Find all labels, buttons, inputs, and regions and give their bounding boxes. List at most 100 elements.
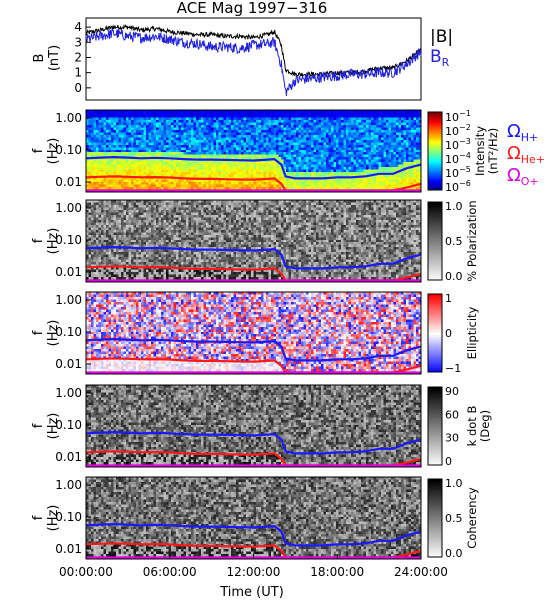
spectrogram-cell [213, 152, 217, 156]
spectrogram-cell [393, 142, 397, 146]
spectrogram-cell [178, 132, 182, 136]
spectrogram-cell [311, 154, 314, 158]
spectrogram-cell [213, 144, 217, 148]
spectrogram-cell [313, 147, 317, 151]
spectrogram-cell [156, 122, 159, 126]
spectrogram-cell [193, 147, 197, 151]
spectrogram-cell [116, 132, 119, 136]
spectrogram-cell [396, 110, 399, 113]
spectrogram-cell [103, 157, 107, 160]
spectrogram-cell [106, 277, 109, 280]
spectrogram-cell [131, 179, 134, 183]
spectrogram-cell [303, 182, 307, 185]
spectrogram-cell [403, 124, 407, 128]
spectrogram-cell [136, 187, 139, 190]
spectrogram-cell [308, 184, 312, 188]
spectrogram-cell [221, 147, 224, 151]
spectrogram-cell [311, 149, 314, 153]
spectrogram-cell [118, 134, 122, 138]
spectrogram-cell [308, 147, 312, 151]
spectrogram-cell [108, 177, 112, 180]
spectrogram-cell [393, 139, 397, 143]
spectrogram-cell [101, 112, 104, 116]
spectrogram-cell [118, 182, 122, 185]
spectrogram-cell [171, 142, 174, 146]
spectrogram-cell [291, 147, 294, 151]
spectrogram-cell [211, 124, 214, 128]
spectrogram-cell [416, 152, 419, 156]
spectrogram-cell [168, 154, 172, 158]
spectrogram-cell [93, 267, 97, 270]
spectrogram-cell [348, 122, 352, 126]
spectrogram-cell [403, 112, 407, 116]
spectrogram-cell [263, 134, 267, 138]
spectrogram-cell [113, 112, 117, 116]
spectrogram-cell [418, 110, 422, 113]
spectrogram-cell [383, 114, 387, 118]
spectrogram-cell [116, 212, 119, 216]
spectrogram-cell [186, 174, 189, 178]
spectrogram-cell [161, 169, 164, 173]
spectrogram-cell [173, 139, 177, 143]
spectrogram-cell [411, 172, 414, 175]
spectrogram-cell [116, 177, 119, 180]
spectrogram-cell [98, 232, 102, 236]
spectrogram-cell [301, 117, 304, 121]
spectrogram-cell [303, 174, 307, 178]
spectrogram-cell [176, 144, 179, 148]
spectrogram-cell [253, 110, 257, 113]
spectrogram-cell [411, 149, 414, 153]
spectrogram-cell [156, 149, 159, 153]
spectrogram-cell [398, 114, 402, 118]
spectrogram-cell [221, 174, 224, 178]
spectrogram-cell [101, 110, 104, 113]
spectrogram-cell [348, 112, 352, 116]
spectrogram-cell [106, 182, 109, 185]
spectrogram-cell [368, 124, 372, 128]
spectrogram-cell [106, 129, 109, 133]
spectrogram-cell [408, 179, 412, 183]
spectrogram-cell [396, 112, 399, 116]
spectrogram-cell [321, 124, 324, 128]
spectrogram-cell [328, 169, 332, 173]
spectrogram-cell [396, 124, 399, 128]
spectrogram-cell [161, 172, 164, 175]
spectrogram-cell [368, 177, 372, 180]
spectrogram-cell [408, 152, 412, 156]
spectrogram-cell [391, 147, 394, 151]
spectrogram-cell [91, 249, 94, 253]
spectrogram-cell [108, 219, 112, 223]
spectrogram-cell [293, 179, 297, 183]
spectrogram-cell [138, 172, 142, 175]
spectrogram-cell [213, 124, 217, 128]
colorbar-step [428, 186, 442, 189]
spectrogram-cell [158, 129, 162, 133]
spectrogram-cell [286, 122, 289, 126]
spectrogram-cell [368, 152, 372, 156]
spectrogram-cell [226, 152, 229, 156]
spectrogram-cell [273, 184, 277, 188]
spectrogram-cell [143, 147, 147, 151]
spectrogram-cell [101, 244, 104, 248]
colorbar-step [428, 188, 442, 191]
spectrogram-cell [211, 152, 214, 156]
spectrogram-cell [328, 119, 332, 123]
spectrogram-cell [168, 127, 172, 131]
spectrogram-cell [113, 132, 117, 136]
series-line-br [85, 28, 422, 97]
spectrogram-cell [158, 169, 162, 173]
spectrogram-cell [146, 124, 149, 128]
spectrogram-cell [111, 204, 114, 208]
spectrogram-cell [128, 122, 132, 126]
spectrogram-cell [131, 134, 134, 138]
spectrogram-cell [381, 187, 384, 190]
spectrogram-cell [411, 182, 414, 185]
spectrogram-cell [366, 169, 369, 173]
spectrogram-cell [288, 112, 292, 116]
spectrogram-cell [363, 112, 367, 116]
colorbar-step [428, 154, 442, 158]
spectrogram-cell [188, 174, 192, 178]
spectrogram-cell [366, 162, 369, 165]
spectrogram-cell [263, 179, 267, 183]
spectrogram-cell [168, 182, 172, 185]
